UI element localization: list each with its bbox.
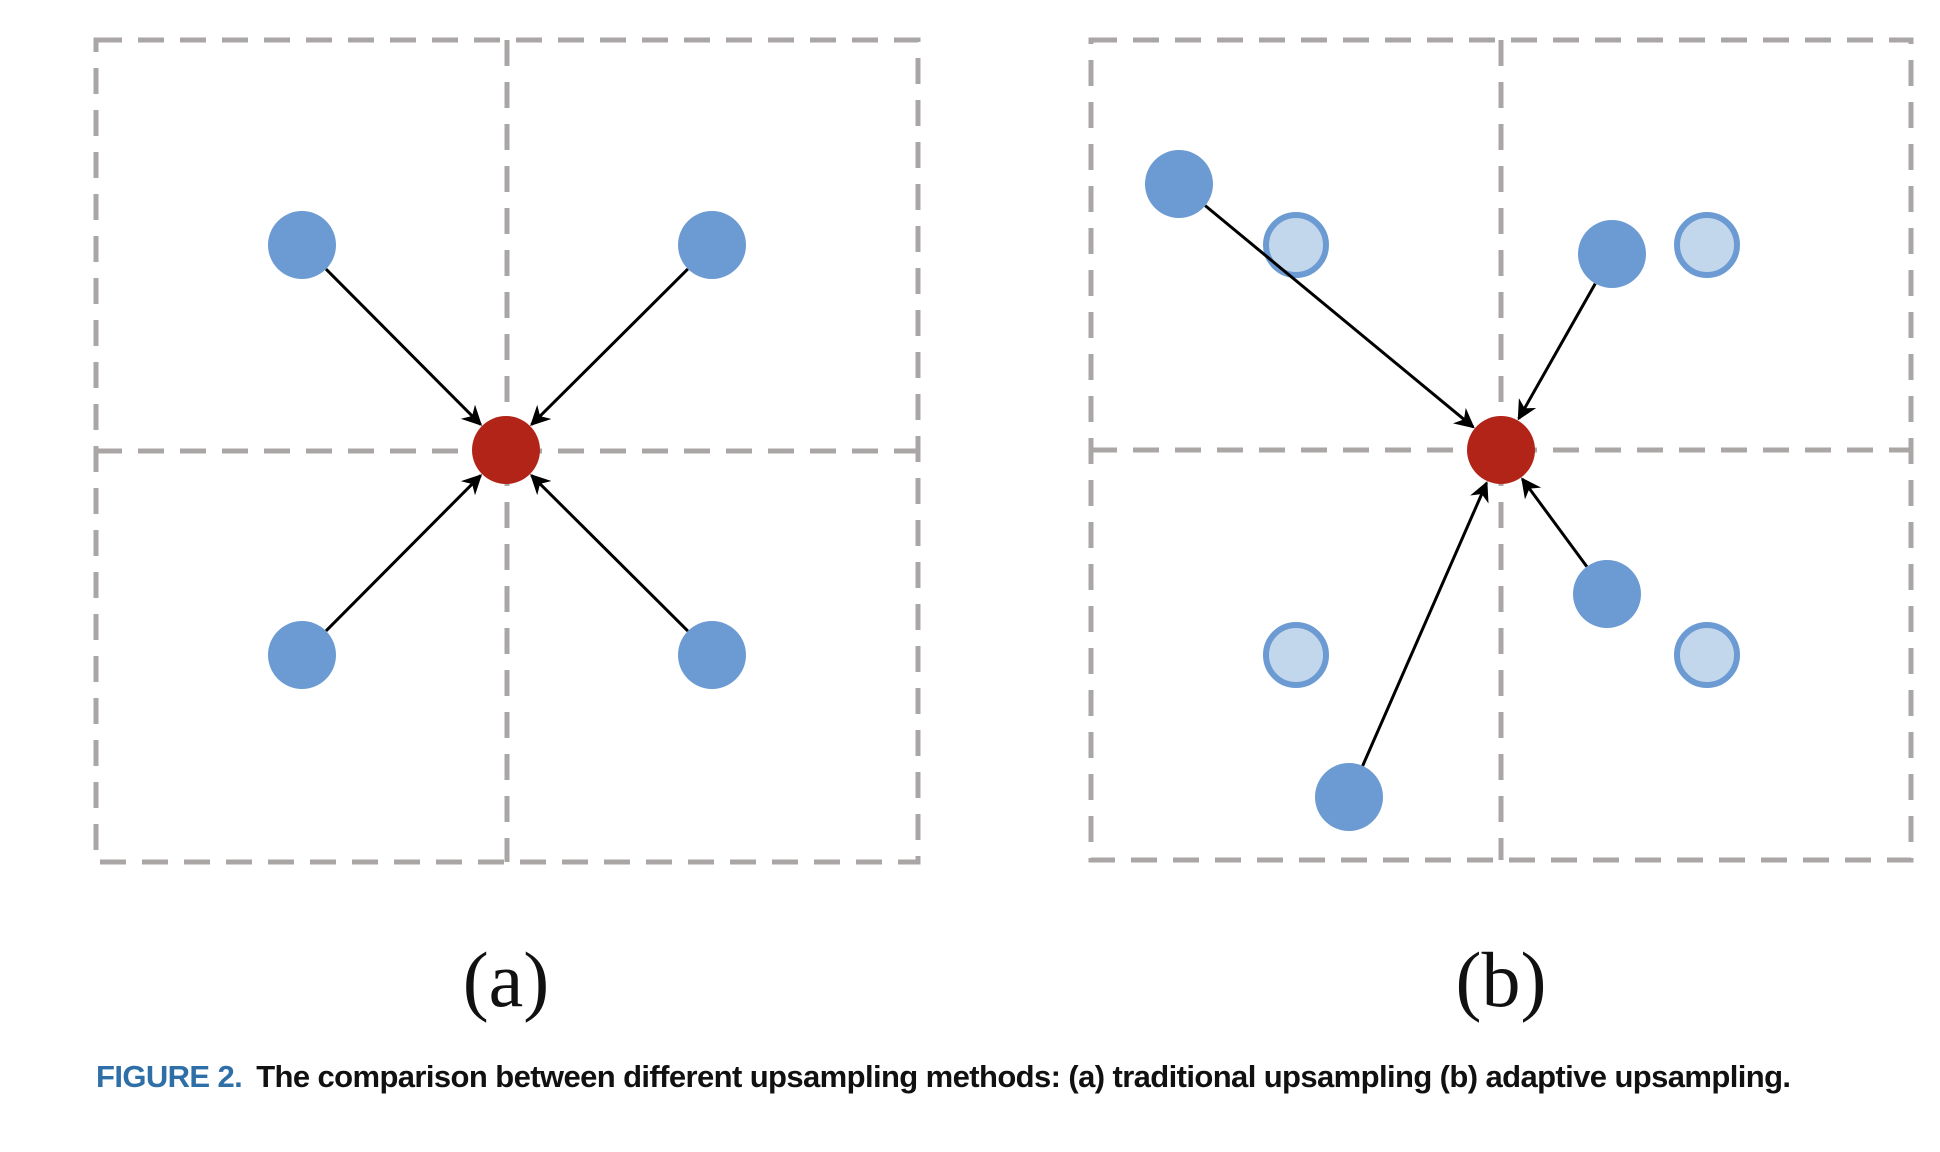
source-point (268, 621, 336, 689)
panel-b-adaptive (1088, 37, 1914, 863)
original-point (1674, 622, 1740, 688)
panel-b-label: (b) (1455, 936, 1547, 1023)
original-point (1674, 212, 1740, 278)
arrow (1521, 477, 1589, 568)
arrow (1204, 204, 1475, 429)
caption-text: The comparison between different upsampl… (256, 1059, 1791, 1094)
source-point (678, 211, 746, 279)
target-point (1467, 416, 1535, 484)
original-point (1263, 212, 1329, 278)
arrow (324, 268, 483, 426)
panel-a-label: (a) (462, 936, 550, 1023)
figure-number: FIGURE 2. (96, 1059, 243, 1094)
arrow (530, 267, 689, 427)
arrow (324, 474, 483, 632)
adaptive-source-point (1145, 150, 1213, 218)
figure-caption: FIGURE 2. The comparison between differen… (96, 1055, 1916, 1099)
adaptive-source-point (1315, 763, 1383, 831)
arrow (1517, 282, 1597, 421)
source-point (678, 621, 746, 689)
adaptive-source-point (1578, 220, 1646, 288)
original-point (1263, 622, 1329, 688)
arrow (530, 473, 689, 633)
source-point (268, 211, 336, 279)
adaptive-source-point (1573, 560, 1641, 628)
target-point (472, 416, 540, 484)
arrow (1361, 481, 1489, 767)
panel-a-traditional (93, 37, 921, 865)
